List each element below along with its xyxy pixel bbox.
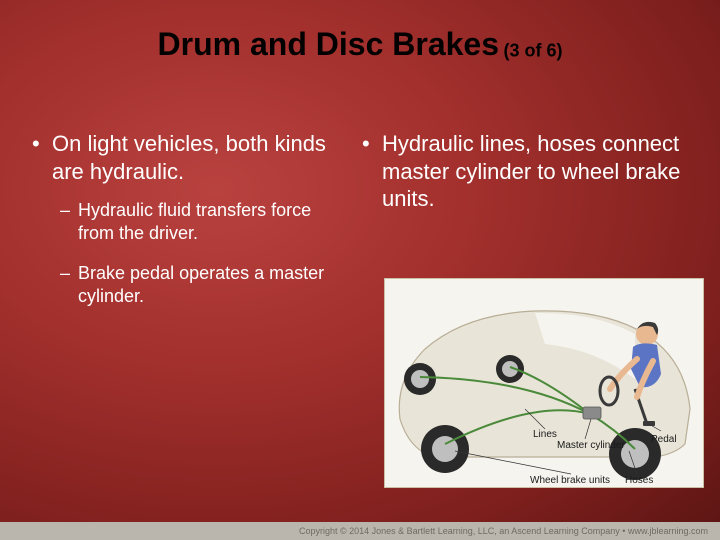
copyright-footer: Copyright © 2014 Jones & Bartlett Learni… bbox=[0, 522, 720, 540]
slide-counter: (3 of 6) bbox=[503, 40, 562, 60]
bullet-text: Hydraulic lines, hoses connect master cy… bbox=[382, 131, 680, 211]
bullet-sub: – Hydraulic fluid transfers force from t… bbox=[60, 199, 352, 246]
diagram-label: Hoses bbox=[625, 475, 653, 486]
bullet-sub-text: Hydraulic fluid transfers force from the… bbox=[78, 200, 311, 243]
slide: Drum and Disc Brakes (3 of 6) • On light… bbox=[0, 0, 720, 540]
bullet-text: On light vehicles, both kinds are hydrau… bbox=[52, 131, 326, 184]
bullet-sub: – Brake pedal operates a master cylinder… bbox=[60, 262, 352, 309]
brake-diagram: Lines Master cylinder Pedal Wheel brake … bbox=[384, 278, 704, 488]
diagram-label: Master cylinder bbox=[557, 441, 625, 451]
bullet-sub-text: Brake pedal operates a master cylinder. bbox=[78, 263, 324, 306]
footer-text: Copyright © 2014 Jones & Bartlett Learni… bbox=[299, 526, 708, 536]
bullet-dash-icon: – bbox=[60, 262, 70, 285]
slide-title: Drum and Disc Brakes bbox=[158, 26, 499, 62]
bullet-main: • Hydraulic lines, hoses connect master … bbox=[360, 130, 690, 213]
diagram-label: Pedal bbox=[651, 434, 677, 445]
bullet-dot-icon: • bbox=[362, 130, 370, 158]
left-column: • On light vehicles, both kinds are hydr… bbox=[30, 130, 360, 325]
bullet-dash-icon: – bbox=[60, 199, 70, 222]
brake-diagram-svg bbox=[385, 279, 703, 487]
title-bar: Drum and Disc Brakes (3 of 6) bbox=[0, 26, 720, 63]
bullet-main: • On light vehicles, both kinds are hydr… bbox=[30, 130, 352, 185]
diagram-label: Lines bbox=[533, 429, 557, 440]
bullet-dot-icon: • bbox=[32, 130, 40, 158]
diagram-label: Wheel brake units bbox=[530, 475, 610, 486]
